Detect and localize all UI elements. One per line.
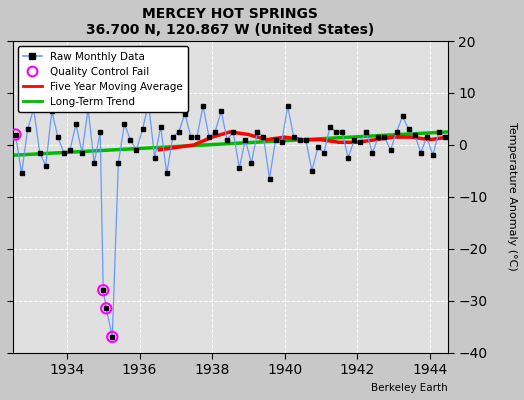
Point (99, 287, 107, 294)
Y-axis label: Temperature Anomaly (°C): Temperature Anomaly (°C) (507, 122, 517, 271)
Point (12, 131, 20, 138)
Point (108, 334, 116, 340)
Title: MERCEY HOT SPRINGS
36.700 N, 120.867 W (United States): MERCEY HOT SPRINGS 36.700 N, 120.867 W (… (86, 7, 374, 37)
Point (102, 305, 111, 312)
Text: Berkeley Earth: Berkeley Earth (371, 383, 448, 393)
Legend: Raw Monthly Data, Quality Control Fail, Five Year Moving Average, Long-Term Tren: Raw Monthly Data, Quality Control Fail, … (18, 46, 188, 112)
